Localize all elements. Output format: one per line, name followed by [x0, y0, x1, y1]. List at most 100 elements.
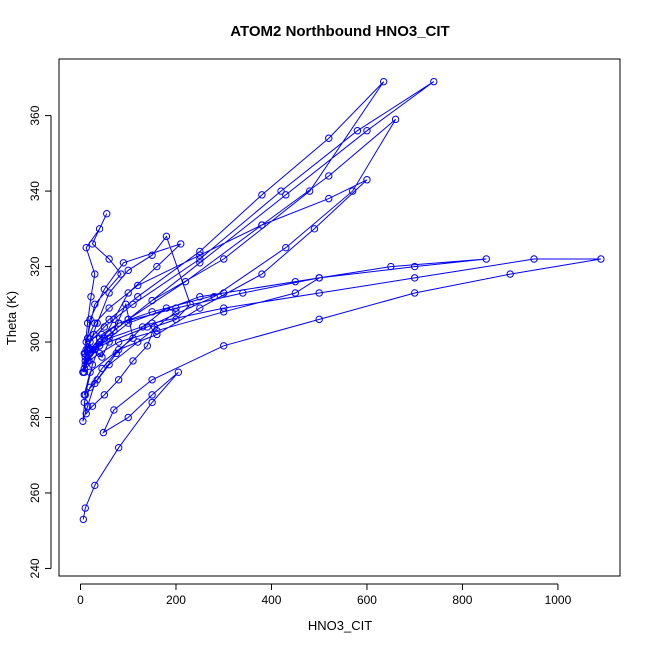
data-point [81, 360, 89, 369]
x-tick-label: 400 [261, 593, 281, 607]
data-point [86, 345, 94, 354]
data-point [291, 277, 300, 286]
data-point [305, 187, 314, 195]
data-point [124, 266, 132, 275]
y-tick-label: 300 [28, 332, 42, 352]
data-point [112, 349, 120, 358]
data-point [325, 194, 333, 203]
data-point [105, 304, 113, 312]
chart-title: ATOM2 Northbound HNO3_CIT [230, 23, 449, 40]
data-point [114, 319, 123, 327]
data-point [114, 376, 123, 384]
data-point [81, 349, 89, 358]
data-point [83, 334, 92, 342]
data-point [110, 406, 118, 414]
data-point [258, 191, 266, 199]
data-point [103, 210, 111, 218]
data-point [148, 308, 156, 316]
data-point [100, 323, 109, 331]
data-point [162, 232, 171, 241]
data-point [124, 413, 132, 422]
x-axis: 0 200 400 600 800 1000 [77, 583, 572, 607]
data-point [100, 334, 109, 342]
data-point [210, 293, 218, 301]
data-point [90, 330, 98, 339]
data-point [119, 259, 128, 267]
data-point [196, 293, 204, 301]
data-point [148, 296, 156, 305]
data-point [95, 342, 104, 350]
data-point [258, 221, 266, 229]
data-point [597, 255, 605, 263]
data-point [143, 323, 152, 331]
data-point [91, 481, 99, 490]
data-point [79, 417, 87, 425]
data-point [391, 115, 400, 124]
data-point [82, 338, 90, 346]
data-point [83, 319, 92, 327]
data-point [83, 353, 92, 361]
data-point [148, 251, 156, 259]
data-point [325, 172, 333, 180]
data-point [129, 357, 137, 365]
data-point [315, 315, 323, 324]
data-point [81, 357, 89, 365]
data-point [95, 338, 104, 346]
data-point [91, 300, 99, 308]
data-point [81, 504, 89, 512]
data-point [196, 304, 204, 312]
data-point [138, 323, 147, 331]
series-layer [79, 77, 605, 524]
data-point [410, 262, 419, 271]
data-point [363, 176, 371, 184]
data-point [348, 187, 357, 195]
data-point [86, 349, 94, 358]
data-point [530, 255, 538, 263]
data-point [98, 330, 106, 339]
data-point [93, 376, 101, 384]
data-point [353, 127, 362, 135]
data-point [98, 353, 106, 361]
data-point [196, 259, 204, 267]
data-point [153, 327, 161, 335]
data-point [291, 289, 300, 297]
data-point [79, 515, 88, 524]
data-point [172, 308, 180, 316]
data-point [114, 345, 123, 354]
data-point [153, 262, 161, 271]
x-tick-label: 0 [77, 593, 84, 607]
data-point [117, 270, 125, 278]
x-tick-label: 200 [166, 593, 186, 607]
data-point [91, 345, 99, 354]
data-point [172, 315, 180, 324]
x-tick-label: 800 [452, 593, 472, 607]
data-point [315, 289, 323, 297]
data-point [148, 391, 156, 399]
data-point [91, 270, 99, 278]
x-tick-label: 600 [357, 593, 377, 607]
data-point [88, 240, 97, 248]
data-point [87, 293, 95, 301]
y-tick-label: 280 [28, 407, 42, 427]
data-point [105, 289, 113, 297]
data-point [93, 319, 101, 327]
data-point [310, 225, 319, 233]
data-point [220, 304, 228, 312]
data-point [80, 398, 89, 407]
data-point [91, 379, 99, 388]
data-point [98, 364, 106, 373]
data-point [95, 225, 104, 233]
data-point [148, 319, 156, 327]
data-point [315, 274, 323, 282]
data-point [162, 304, 171, 312]
data-point [172, 304, 180, 312]
data-point [153, 330, 161, 339]
data-point [174, 368, 183, 376]
x-tick-label: 1000 [545, 593, 572, 607]
data-point [239, 289, 247, 297]
data-point [482, 255, 491, 263]
data-point [105, 315, 113, 324]
y-tick-label: 320 [28, 256, 42, 276]
data-point [196, 251, 204, 259]
